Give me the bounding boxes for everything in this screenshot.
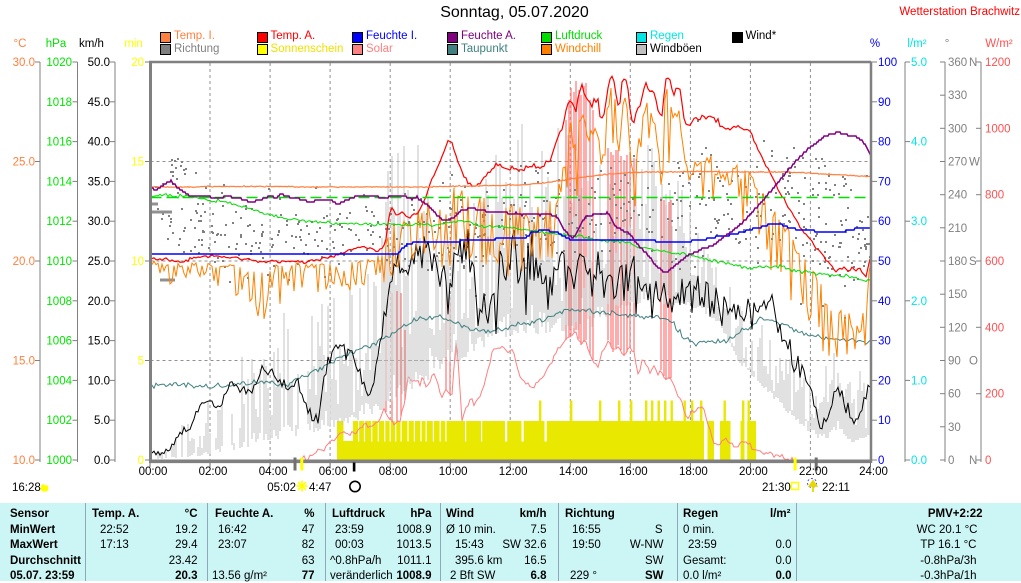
svg-text:15.0: 15.0 — [13, 356, 35, 368]
svg-text:330: 330 — [948, 90, 967, 102]
svg-text:14:00: 14:00 — [559, 466, 588, 478]
svg-text:240: 240 — [948, 190, 967, 202]
svg-text:180: 180 — [948, 256, 967, 268]
svg-text:N: N — [969, 57, 977, 69]
svg-text:90: 90 — [878, 97, 891, 109]
svg-text:150: 150 — [948, 289, 967, 301]
svg-text:60: 60 — [948, 389, 961, 401]
svg-text:20: 20 — [878, 375, 891, 387]
svg-text:45.0: 45.0 — [88, 97, 110, 109]
svg-text:1014: 1014 — [46, 176, 72, 188]
svg-text:1002: 1002 — [46, 415, 72, 427]
svg-text:10.0: 10.0 — [88, 375, 110, 387]
svg-text:0: 0 — [985, 455, 991, 467]
svg-text:4.0: 4.0 — [911, 137, 927, 149]
svg-text:210: 210 — [948, 223, 967, 235]
svg-text:1012: 1012 — [46, 216, 72, 228]
svg-text:15: 15 — [131, 157, 144, 169]
svg-text:1004: 1004 — [46, 375, 72, 387]
svg-text:300: 300 — [948, 123, 967, 135]
svg-text:0: 0 — [878, 455, 884, 467]
svg-text:04:00: 04:00 — [259, 466, 288, 478]
svg-text:100: 100 — [878, 57, 897, 69]
svg-text:24:00: 24:00 — [859, 466, 888, 478]
svg-text:40: 40 — [878, 296, 891, 308]
svg-text:0: 0 — [948, 455, 954, 467]
svg-text:400: 400 — [985, 322, 1004, 334]
svg-text:10: 10 — [878, 415, 891, 427]
svg-text:1010: 1010 — [46, 256, 72, 268]
svg-text:20: 20 — [131, 57, 144, 69]
svg-text:2.0: 2.0 — [911, 296, 927, 308]
svg-text:30: 30 — [878, 336, 891, 348]
svg-text:1008: 1008 — [46, 296, 72, 308]
svg-text:3.0: 3.0 — [911, 216, 927, 228]
svg-text:600: 600 — [985, 256, 1004, 268]
svg-text:16:00: 16:00 — [619, 466, 648, 478]
svg-text:40.0: 40.0 — [88, 137, 110, 149]
svg-text:50: 50 — [878, 256, 891, 268]
svg-text:1200: 1200 — [985, 57, 1011, 69]
svg-text:12:00: 12:00 — [499, 466, 528, 478]
svg-text:80: 80 — [878, 137, 891, 149]
svg-text:60: 60 — [878, 216, 891, 228]
svg-text:W: W — [969, 157, 980, 169]
svg-text:08:00: 08:00 — [379, 466, 408, 478]
svg-text:0.0: 0.0 — [911, 455, 927, 467]
svg-text:5: 5 — [138, 356, 144, 368]
svg-text:16:28: 16:28 — [12, 482, 41, 494]
svg-text:20.0: 20.0 — [88, 296, 110, 308]
svg-text:22:11: 22:11 — [822, 482, 850, 494]
svg-text:25.0: 25.0 — [88, 256, 110, 268]
svg-text:21:30: 21:30 — [762, 482, 791, 494]
svg-text:22:00: 22:00 — [799, 466, 828, 478]
svg-text:1.0: 1.0 — [911, 375, 927, 387]
svg-text:30.0: 30.0 — [13, 57, 35, 69]
svg-text:00:00: 00:00 — [139, 466, 168, 478]
svg-text:270: 270 — [948, 157, 967, 169]
svg-text:5.0: 5.0 — [911, 57, 927, 69]
svg-text:1006: 1006 — [46, 336, 72, 348]
svg-text:15.0: 15.0 — [88, 336, 110, 348]
svg-text:800: 800 — [985, 190, 1004, 202]
svg-text:20:00: 20:00 — [739, 466, 768, 478]
svg-text:10:00: 10:00 — [439, 466, 468, 478]
svg-text:50.0: 50.0 — [88, 57, 110, 69]
svg-text:0: 0 — [138, 455, 144, 467]
svg-text:10.0: 10.0 — [13, 455, 35, 467]
svg-text:4:47: 4:47 — [309, 482, 331, 494]
svg-text:5.0: 5.0 — [94, 415, 110, 427]
svg-text:20.0: 20.0 — [13, 256, 35, 268]
svg-text:06:00: 06:00 — [319, 466, 348, 478]
svg-text:05:02: 05:02 — [267, 482, 296, 494]
svg-text:360: 360 — [948, 57, 967, 69]
svg-text:25.0: 25.0 — [13, 157, 35, 169]
svg-text:0.0: 0.0 — [94, 455, 110, 467]
svg-text:30: 30 — [948, 422, 961, 434]
svg-text:1000: 1000 — [46, 455, 72, 467]
svg-text:S: S — [969, 256, 977, 268]
svg-text:70: 70 — [878, 176, 891, 188]
svg-text:O: O — [969, 356, 978, 368]
svg-text:120: 120 — [948, 322, 967, 334]
svg-text:1016: 1016 — [46, 137, 72, 149]
svg-text:1018: 1018 — [46, 97, 72, 109]
svg-text:35.0: 35.0 — [88, 176, 110, 188]
svg-text:1020: 1020 — [46, 57, 72, 69]
svg-text:1000: 1000 — [985, 123, 1011, 135]
svg-text:02:00: 02:00 — [199, 466, 228, 478]
svg-text:90: 90 — [948, 356, 961, 368]
svg-text:N: N — [969, 455, 977, 467]
svg-text:18:00: 18:00 — [679, 466, 708, 478]
svg-text:200: 200 — [985, 389, 1004, 401]
svg-text:10: 10 — [131, 256, 144, 268]
svg-text:30.0: 30.0 — [88, 216, 110, 228]
